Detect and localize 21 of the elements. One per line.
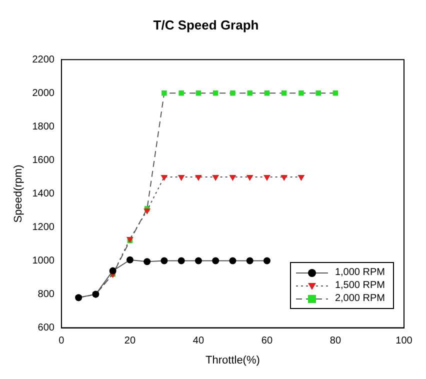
- x-tick-label: 20: [124, 336, 136, 347]
- legend-label: 2,000 RPM: [334, 292, 385, 305]
- chart-title: T/C Speed Graph: [153, 17, 259, 32]
- y-tick-label: 1000: [32, 256, 55, 266]
- x-tick-label: 100: [396, 336, 413, 347]
- x-axis-title: Throttle(%): [206, 354, 260, 366]
- x-tick-label: 0: [58, 336, 65, 347]
- x-tick-label: 40: [192, 336, 204, 347]
- y-tick-label: 1400: [32, 188, 55, 200]
- x-tick-label: 60: [261, 336, 273, 347]
- legend-label: 1,000 RPM: [334, 266, 385, 279]
- y-axis-title: Speed(rpm): [12, 164, 25, 223]
- y-tick-label: 1800: [32, 121, 55, 132]
- y-tick-label: 2000: [32, 88, 55, 99]
- legend-label: 1,500 RPM: [334, 279, 385, 292]
- x-tick-label: 80: [330, 336, 342, 347]
- y-tick-label: 1600: [32, 154, 55, 166]
- y-tick-label: 2200: [32, 54, 55, 66]
- y-tick-label: 800: [38, 289, 55, 300]
- y-tick-label: 1200: [32, 222, 55, 233]
- y-tick-label: 600: [38, 322, 55, 334]
